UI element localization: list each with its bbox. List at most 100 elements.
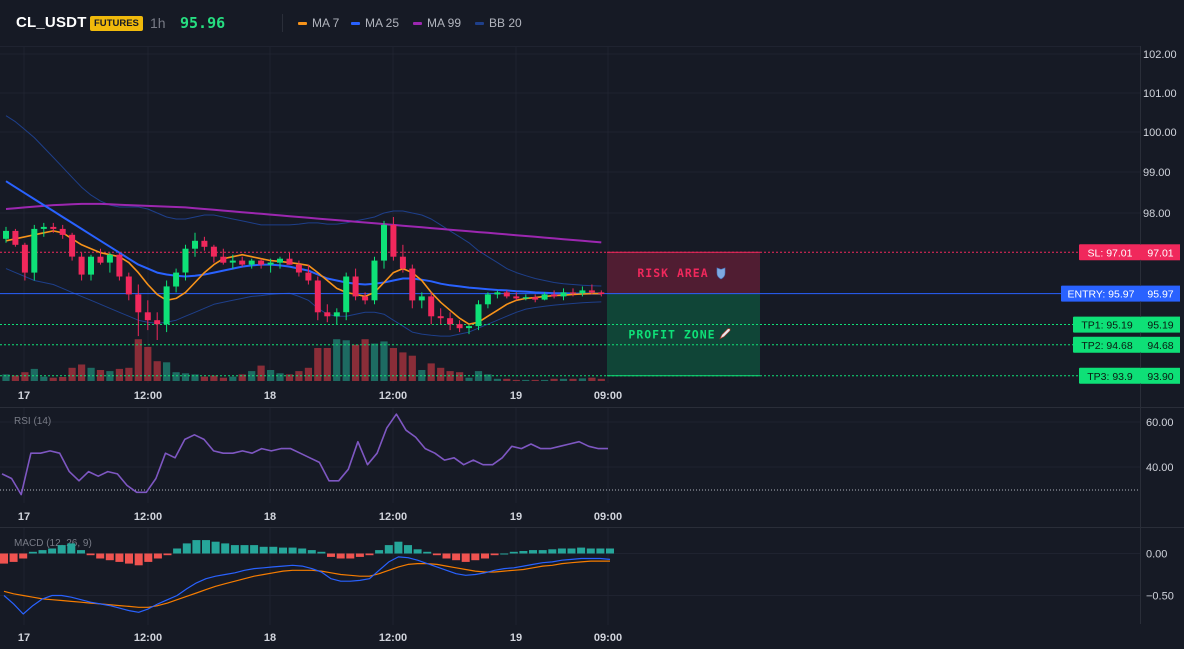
candle[interactable] [418,292,425,309]
volume-bar [219,377,227,381]
candle[interactable] [428,292,435,325]
candle[interactable] [551,290,558,299]
entry-tag[interactable]: ENTRY: 95.97 95.97 [1061,285,1180,302]
candle[interactable] [456,320,463,333]
candle[interactable] [314,276,321,321]
time-axes[interactable]: 17 12:00 18 12:00 19 09:00 17 12:00 18 12:00 19 09:… [18,390,622,644]
candle[interactable] [570,288,576,297]
ma7-swatch-icon [298,21,307,25]
candle[interactable] [343,272,350,321]
candle[interactable] [513,292,520,301]
take-profit-1-tag[interactable]: TP1: 95.19 95.19 [1073,316,1180,333]
legend-bb20[interactable]: BB 20 [475,15,522,31]
candle[interactable] [163,280,170,333]
pane-divider-macd[interactable] [0,527,1184,528]
candle[interactable] [50,222,57,233]
candle[interactable] [286,252,293,265]
trade-zones[interactable]: RISK AREA PROFIT ZONE [607,251,760,377]
last-price: 95.96 [180,14,226,32]
macd-histogram-bar [375,550,384,554]
candlesticks[interactable] [3,217,605,340]
candle[interactable] [31,224,38,281]
candle[interactable] [173,268,180,293]
risk-area-box[interactable] [607,252,760,294]
pane-divider-rsi[interactable] [0,407,1184,408]
header-divider [282,14,283,32]
candle[interactable] [295,260,302,277]
candle[interactable] [40,222,47,237]
interval-selector[interactable]: 1h [150,15,166,31]
candle[interactable] [333,308,340,325]
candle[interactable] [97,248,104,265]
symbol-name[interactable]: CL_USDT [16,14,87,31]
candle[interactable] [522,294,529,301]
candle[interactable] [277,256,283,269]
macd-histogram-bar [577,547,586,554]
candle[interactable] [560,288,567,301]
candle[interactable] [12,228,19,247]
rsi-tick-label: 60.00 [1146,417,1174,429]
candle[interactable] [229,254,236,269]
candle[interactable] [106,252,113,273]
candle[interactable] [21,242,28,281]
candle[interactable] [579,286,586,297]
candle[interactable] [3,226,9,243]
candle[interactable] [362,292,369,305]
take-profit-2-tag[interactable]: TP2: 94.68 94.68 [1073,336,1180,353]
candle[interactable] [503,290,510,299]
candle[interactable] [135,284,142,337]
candle[interactable] [210,244,217,263]
candle[interactable] [201,236,208,251]
rsi-pane[interactable]: RSI (14) [0,413,1140,496]
candle[interactable] [324,304,331,323]
candle[interactable] [305,264,312,285]
candle[interactable] [447,312,454,331]
candle[interactable] [598,290,605,297]
macd-histogram-bar [509,551,518,554]
candle[interactable] [88,254,94,281]
candle[interactable] [437,308,444,325]
candle[interactable] [399,244,406,273]
take-profit-3-tag[interactable]: TP3: 93.9 93.90 [1079,367,1180,384]
candle[interactable] [258,258,265,269]
candle[interactable] [541,292,548,301]
candle[interactable] [59,224,66,239]
candle[interactable] [390,217,397,261]
candle[interactable] [116,252,123,281]
volume-bar [134,339,142,381]
candle[interactable] [69,232,76,261]
candle[interactable] [466,324,472,335]
legend-ma25[interactable]: MA 25 [351,15,399,31]
macd-pane[interactable]: MACD (12, 26, 9) [0,538,614,615]
profit-zone-box[interactable] [607,293,760,376]
candle[interactable] [182,244,189,281]
candle[interactable] [484,292,491,309]
header-border [0,46,1140,47]
candle[interactable] [494,290,501,299]
candle[interactable] [78,252,85,281]
candle[interactable] [371,256,378,305]
legend-ma7[interactable]: MA 7 [298,15,339,31]
trade-level-tags[interactable]: SL: 97.01 97.01 ENTRY: 95.97 95.97 TP1: 95.1… [1061,244,1180,384]
candle[interactable] [267,258,274,273]
candle[interactable] [532,294,539,303]
ma99-line [5,202,602,244]
candle[interactable] [239,256,246,267]
candle[interactable] [588,284,595,295]
candle[interactable] [192,232,198,257]
candle[interactable] [125,272,132,301]
candle[interactable] [220,248,227,265]
candle[interactable] [409,264,416,309]
candle[interactable] [154,312,161,340]
candle[interactable] [248,258,255,269]
candle[interactable] [144,300,151,331]
candle[interactable] [381,220,387,269]
price-axis[interactable]: 102.00 101.00 100.00 99.00 98.00 60.00 40.00 0.… [1143,49,1177,603]
legend-ma99[interactable]: MA 99 [413,15,461,31]
take-profit-2-tag-axis-box [1141,336,1180,353]
candle[interactable] [475,300,482,331]
stop-loss-tag[interactable]: SL: 97.01 97.01 [1079,244,1180,261]
candle[interactable] [352,268,359,301]
profit-zone-label: PROFIT ZONE [628,328,715,342]
